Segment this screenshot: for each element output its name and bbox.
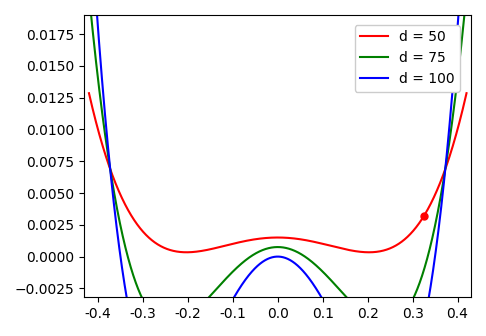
d = 100	[456, 3, 462, 7]
d = 75	[247, 255, 253, 259]
d = 75	[152, 315, 157, 319]
d = 75	[129, 269, 135, 274]
d = 75	[231, 268, 237, 272]
Line: d = 75: d = 75	[89, 0, 467, 325]
d = 50	[456, 121, 462, 125]
d = 50	[416, 222, 421, 226]
d = 50	[231, 242, 237, 246]
d = 100	[247, 271, 253, 276]
Legend: d = 50, d = 75, d = 100: d = 50, d = 75, d = 100	[355, 25, 460, 92]
d = 75	[167, 323, 173, 327]
d = 100	[129, 324, 135, 328]
d = 50	[464, 91, 469, 95]
d = 75	[456, 62, 462, 66]
d = 75	[416, 284, 421, 288]
Line: d = 50: d = 50	[89, 93, 467, 252]
d = 50	[184, 250, 190, 254]
d = 50	[152, 240, 157, 244]
d = 50	[247, 238, 253, 242]
d = 50	[86, 91, 92, 95]
d = 100	[231, 296, 237, 300]
d = 50	[129, 215, 135, 219]
Line: d = 100: d = 100	[89, 0, 467, 336]
